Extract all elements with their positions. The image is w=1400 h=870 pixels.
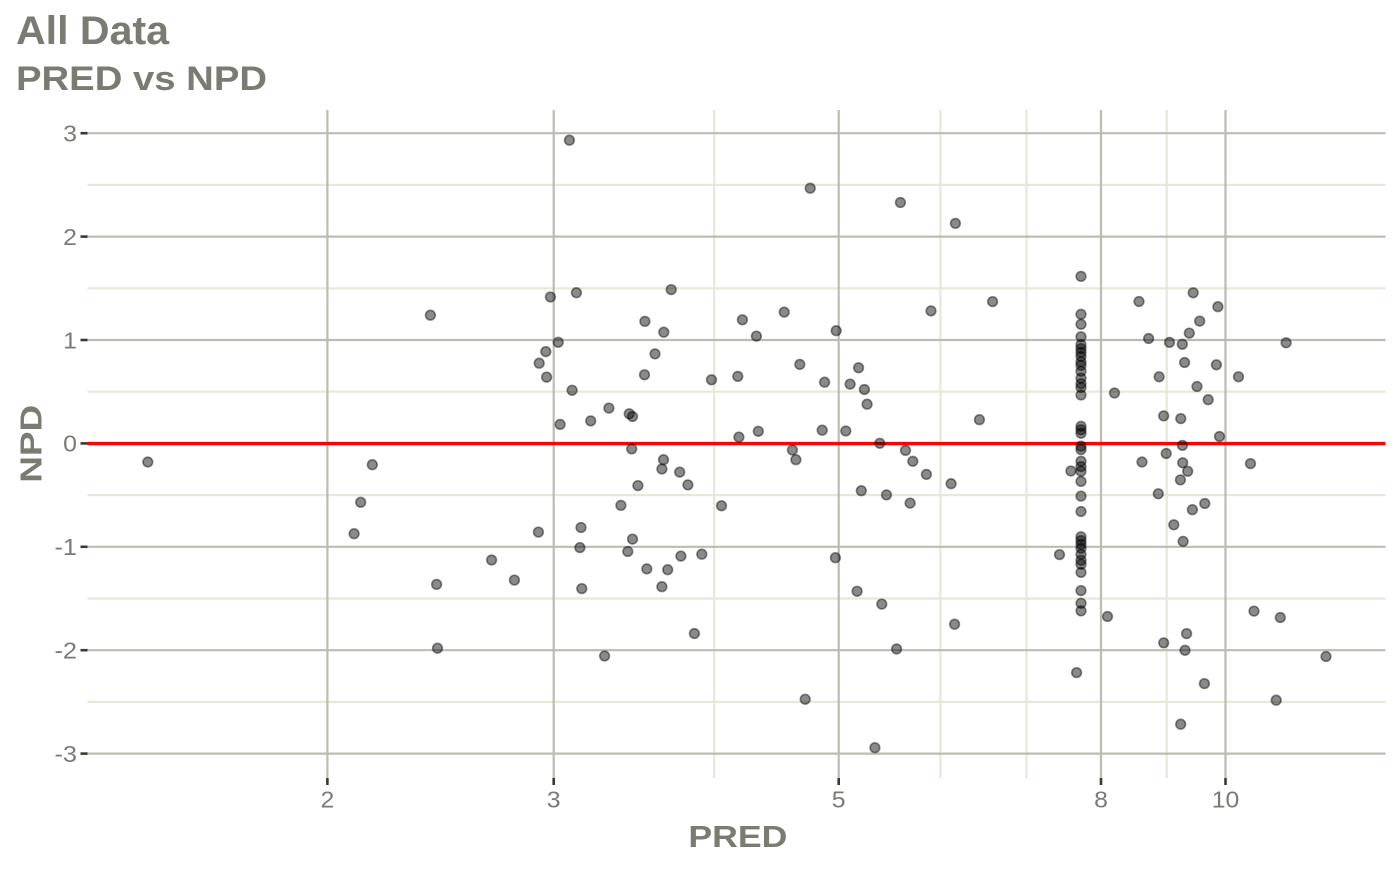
svg-text:2: 2	[63, 224, 77, 250]
svg-text:PRED: PRED	[688, 819, 787, 854]
svg-text:8: 8	[1094, 787, 1108, 813]
svg-text:-3: -3	[55, 741, 78, 767]
svg-text:3: 3	[547, 787, 561, 813]
svg-text:0: 0	[63, 431, 77, 457]
svg-text:PRED vs NPD: PRED vs NPD	[16, 60, 267, 98]
svg-text:-1: -1	[55, 534, 78, 560]
svg-text:All Data: All Data	[16, 9, 170, 53]
svg-text:1: 1	[63, 327, 77, 353]
svg-text:NPD: NPD	[14, 405, 49, 483]
svg-text:-2: -2	[55, 638, 78, 664]
svg-text:3: 3	[63, 121, 77, 147]
svg-text:10: 10	[1212, 787, 1240, 813]
svg-text:5: 5	[832, 787, 846, 813]
svg-text:2: 2	[321, 787, 335, 813]
